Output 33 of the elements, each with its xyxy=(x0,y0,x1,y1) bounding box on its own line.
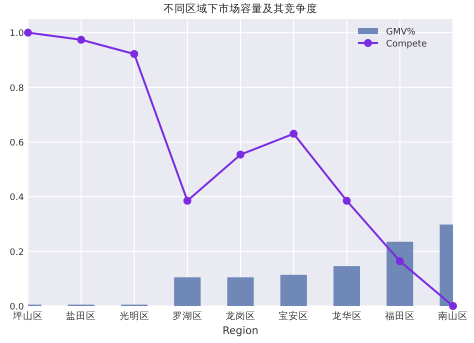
bar xyxy=(227,277,254,306)
point xyxy=(396,257,404,266)
y-tick-label: 1.0 xyxy=(10,29,24,40)
x-tick-label: 龙岗区 xyxy=(226,310,256,322)
x-tick-label: 盐田区 xyxy=(66,310,96,322)
y-tick-label: 0.0 xyxy=(10,302,24,312)
x-axis-title: Region xyxy=(222,325,258,337)
x-tick-label: 宝安区 xyxy=(278,310,309,322)
bar xyxy=(333,266,360,306)
point xyxy=(236,150,244,159)
point xyxy=(290,130,298,138)
legend-label: Compete xyxy=(386,40,428,50)
x-tick-label: 罗湖区 xyxy=(172,310,202,322)
chart-title: 不同区域下市场容量及其竞争度 xyxy=(164,2,318,15)
legend-label: GMV% xyxy=(386,28,416,38)
y-tick-label: 0.6 xyxy=(10,138,24,148)
point xyxy=(183,196,192,205)
point xyxy=(130,50,138,58)
point xyxy=(342,196,351,205)
x-tick-label: 龙华区 xyxy=(332,310,362,322)
point xyxy=(449,302,457,310)
x-tick-label: 福田区 xyxy=(384,310,415,322)
y-tick-label: 0.2 xyxy=(10,248,24,258)
x-tick-label: 坪山区 xyxy=(12,310,43,322)
x-tick-label: 南山区 xyxy=(438,310,468,322)
x-tick-label: 光明区 xyxy=(119,310,150,322)
point xyxy=(24,28,32,37)
point xyxy=(77,36,86,44)
bar xyxy=(174,277,201,306)
bar xyxy=(386,242,414,306)
y-tick-label: 0.4 xyxy=(10,193,24,204)
bar xyxy=(280,274,307,306)
y-tick-label: 0.8 xyxy=(10,84,24,94)
